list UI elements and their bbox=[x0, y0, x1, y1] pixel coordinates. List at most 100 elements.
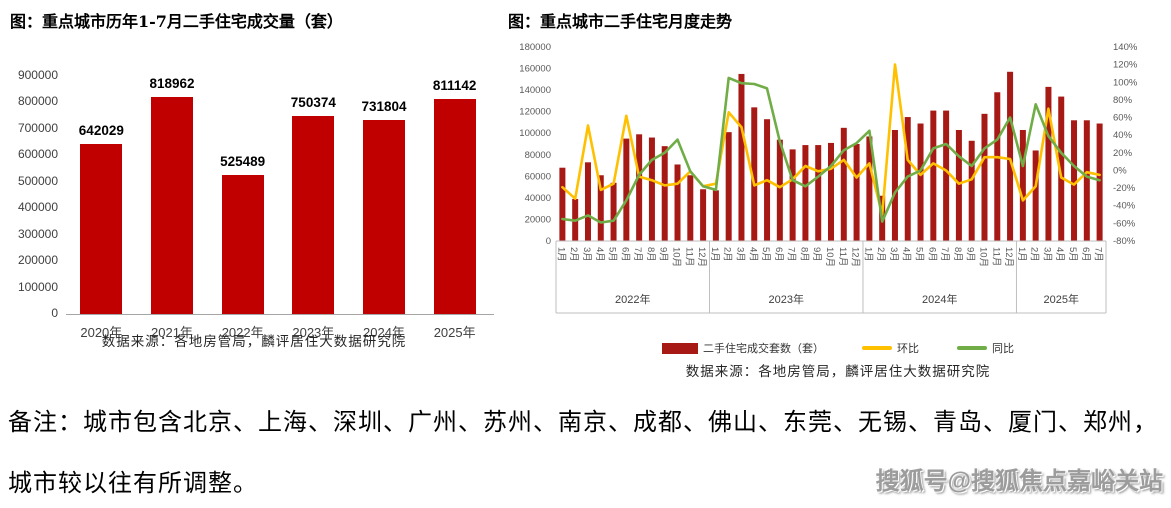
monthly-sales-bar bbox=[597, 175, 604, 241]
left-y-axis-label: 400000 bbox=[17, 200, 58, 215]
x-axis-category-label: 2020年 bbox=[80, 325, 123, 340]
monthly-sales-bar bbox=[866, 136, 873, 241]
monthly-sales-bar bbox=[930, 110, 937, 241]
month-tick-label: 6月 bbox=[773, 247, 784, 262]
month-tick-label: 6月 bbox=[619, 247, 630, 262]
monthly-trend-combo-chart: 图：重点城市二手住宅月度走势 0 20000 40000 60000 80000 1000… bbox=[508, 8, 1168, 386]
month-tick-label: 3月 bbox=[1041, 247, 1052, 262]
monthly-sales-bar bbox=[968, 140, 975, 241]
right-axis-tick-label: -60% bbox=[1113, 218, 1136, 229]
legend-item-tongbi: 同比 bbox=[957, 340, 1014, 356]
month-tick-label: 6月 bbox=[1080, 247, 1091, 262]
month-tick-label: 11月 bbox=[683, 247, 694, 266]
month-tick-label: 7月 bbox=[939, 247, 950, 262]
monthly-sales-bar bbox=[994, 92, 1001, 241]
left-chart-title: 图：重点城市历年1-7月二手住宅成交量（套） bbox=[10, 12, 343, 31]
month-tick-label: 4月 bbox=[747, 247, 758, 262]
month-tick-label: 11月 bbox=[837, 247, 848, 266]
year-bar bbox=[433, 99, 476, 314]
month-tick-label: 5月 bbox=[914, 247, 925, 262]
x-axis-category-label: 2024年 bbox=[363, 325, 405, 340]
month-tick-label: 5月 bbox=[760, 247, 771, 262]
monthly-sales-bar bbox=[738, 73, 745, 241]
month-tick-label: 3月 bbox=[735, 247, 746, 262]
legend-tongbi-label: 同比 bbox=[992, 343, 1014, 355]
left-chart-source: 数据来源：各地房管局，麟评居住大数据研究院 bbox=[101, 334, 407, 350]
left-axis-tick-label: 60000 bbox=[525, 171, 551, 182]
left-axis-tick-label: 180000 bbox=[519, 42, 551, 53]
month-tick-label: 11月 bbox=[990, 247, 1001, 266]
monthly-sales-bar bbox=[917, 123, 924, 241]
year-group-label: 2024年 bbox=[922, 292, 957, 306]
monthly-sales-bar bbox=[776, 139, 783, 241]
tongbi-line-series bbox=[561, 76, 1101, 224]
month-tick-label: 7月 bbox=[1093, 247, 1104, 262]
monthly-sales-bar bbox=[789, 149, 796, 241]
monthly-sales-bar bbox=[828, 142, 834, 241]
month-tick-label: 9月 bbox=[658, 247, 669, 262]
monthly-sales-bar bbox=[1019, 129, 1026, 241]
monthly-sales-bar bbox=[700, 189, 707, 241]
monthly-sales-bar bbox=[802, 145, 809, 241]
right-axis-tick-label: -40% bbox=[1113, 201, 1136, 212]
monthly-sales-bar bbox=[712, 190, 719, 241]
monthly-sales-bar bbox=[840, 127, 847, 241]
legend-item-huanbi: 环比 bbox=[862, 340, 919, 356]
bar-value-label: 525489 bbox=[220, 154, 266, 170]
monthly-sales-bar bbox=[584, 162, 591, 241]
monthly-sales-bar bbox=[1045, 86, 1052, 241]
x-axis-category-label: 2021年 bbox=[151, 325, 193, 340]
chart-legend: 二手住宅成交套数（套） 环比 同比 bbox=[508, 340, 1168, 356]
monthly-sales-bar bbox=[815, 145, 822, 241]
month-tick-label: 9月 bbox=[811, 247, 822, 262]
monthly-sales-bar bbox=[1083, 120, 1090, 241]
left-axis-tick-label: 0 bbox=[546, 236, 551, 247]
monthly-sales-bar bbox=[955, 129, 962, 241]
month-tick-label: 2月 bbox=[875, 247, 886, 262]
monthly-sales-bar bbox=[623, 138, 630, 241]
year-bar bbox=[292, 115, 335, 314]
month-tick-label: 12月 bbox=[1003, 247, 1014, 267]
right-axis-tick-label: 40% bbox=[1113, 130, 1133, 141]
right-axis-tick-label: 0% bbox=[1113, 165, 1127, 176]
month-tick-label: 5月 bbox=[607, 247, 618, 262]
left-axis-tick-label: 100000 bbox=[519, 128, 551, 139]
left-y-axis-label: 500000 bbox=[17, 173, 58, 188]
monthly-sales-bar bbox=[853, 144, 860, 241]
left-axis-tick-label: 80000 bbox=[525, 150, 551, 161]
monthly-sales-bar bbox=[891, 129, 898, 241]
monthly-sales-bar bbox=[661, 146, 668, 241]
right-chart-source: 数据来源：各地房管局，麟评居住大数据研究院 bbox=[685, 364, 991, 380]
month-tick-label: 10月 bbox=[824, 247, 835, 267]
month-tick-label: 3月 bbox=[888, 247, 899, 262]
left-axis-tick-label: 160000 bbox=[519, 64, 551, 75]
legend-huanbi-label: 环比 bbox=[897, 343, 919, 355]
monthly-sales-bar bbox=[1032, 150, 1039, 241]
monthly-sales-bar bbox=[559, 167, 566, 241]
right-axis-tick-label: 120% bbox=[1113, 60, 1138, 71]
x-axis-category-label: 2025年 bbox=[433, 325, 476, 340]
month-tick-label: 2月 bbox=[568, 247, 579, 262]
year-bar bbox=[151, 97, 193, 314]
left-y-axis-label: 700000 bbox=[17, 120, 58, 135]
monthly-sales-bar bbox=[943, 110, 950, 241]
x-axis-category-label: 2023年 bbox=[292, 325, 335, 340]
month-tick-label: 1月 bbox=[862, 247, 873, 262]
huanbi-line-series bbox=[561, 63, 1101, 216]
right-axis-tick-label: -80% bbox=[1113, 236, 1136, 247]
month-tick-label: 6月 bbox=[926, 247, 937, 262]
bar-value-label: 811142 bbox=[432, 78, 477, 94]
left-y-axis-label: 900000 bbox=[17, 68, 58, 82]
monthly-sales-bar bbox=[751, 107, 758, 241]
left-axis-tick-label: 20000 bbox=[525, 214, 551, 225]
tongbi-line-swatch-icon bbox=[957, 346, 987, 350]
month-tick-label: 1月 bbox=[1016, 247, 1027, 262]
monthly-sales-bar bbox=[1007, 71, 1014, 242]
monthly-sales-bar bbox=[904, 117, 911, 241]
month-tick-label: 1月 bbox=[709, 247, 720, 262]
month-tick-label: 1月 bbox=[555, 247, 566, 262]
bar-value-label: 731804 bbox=[361, 99, 407, 115]
year-bar bbox=[363, 120, 405, 314]
month-tick-label: 9月 bbox=[965, 247, 976, 262]
monthly-sales-bar bbox=[610, 182, 617, 241]
